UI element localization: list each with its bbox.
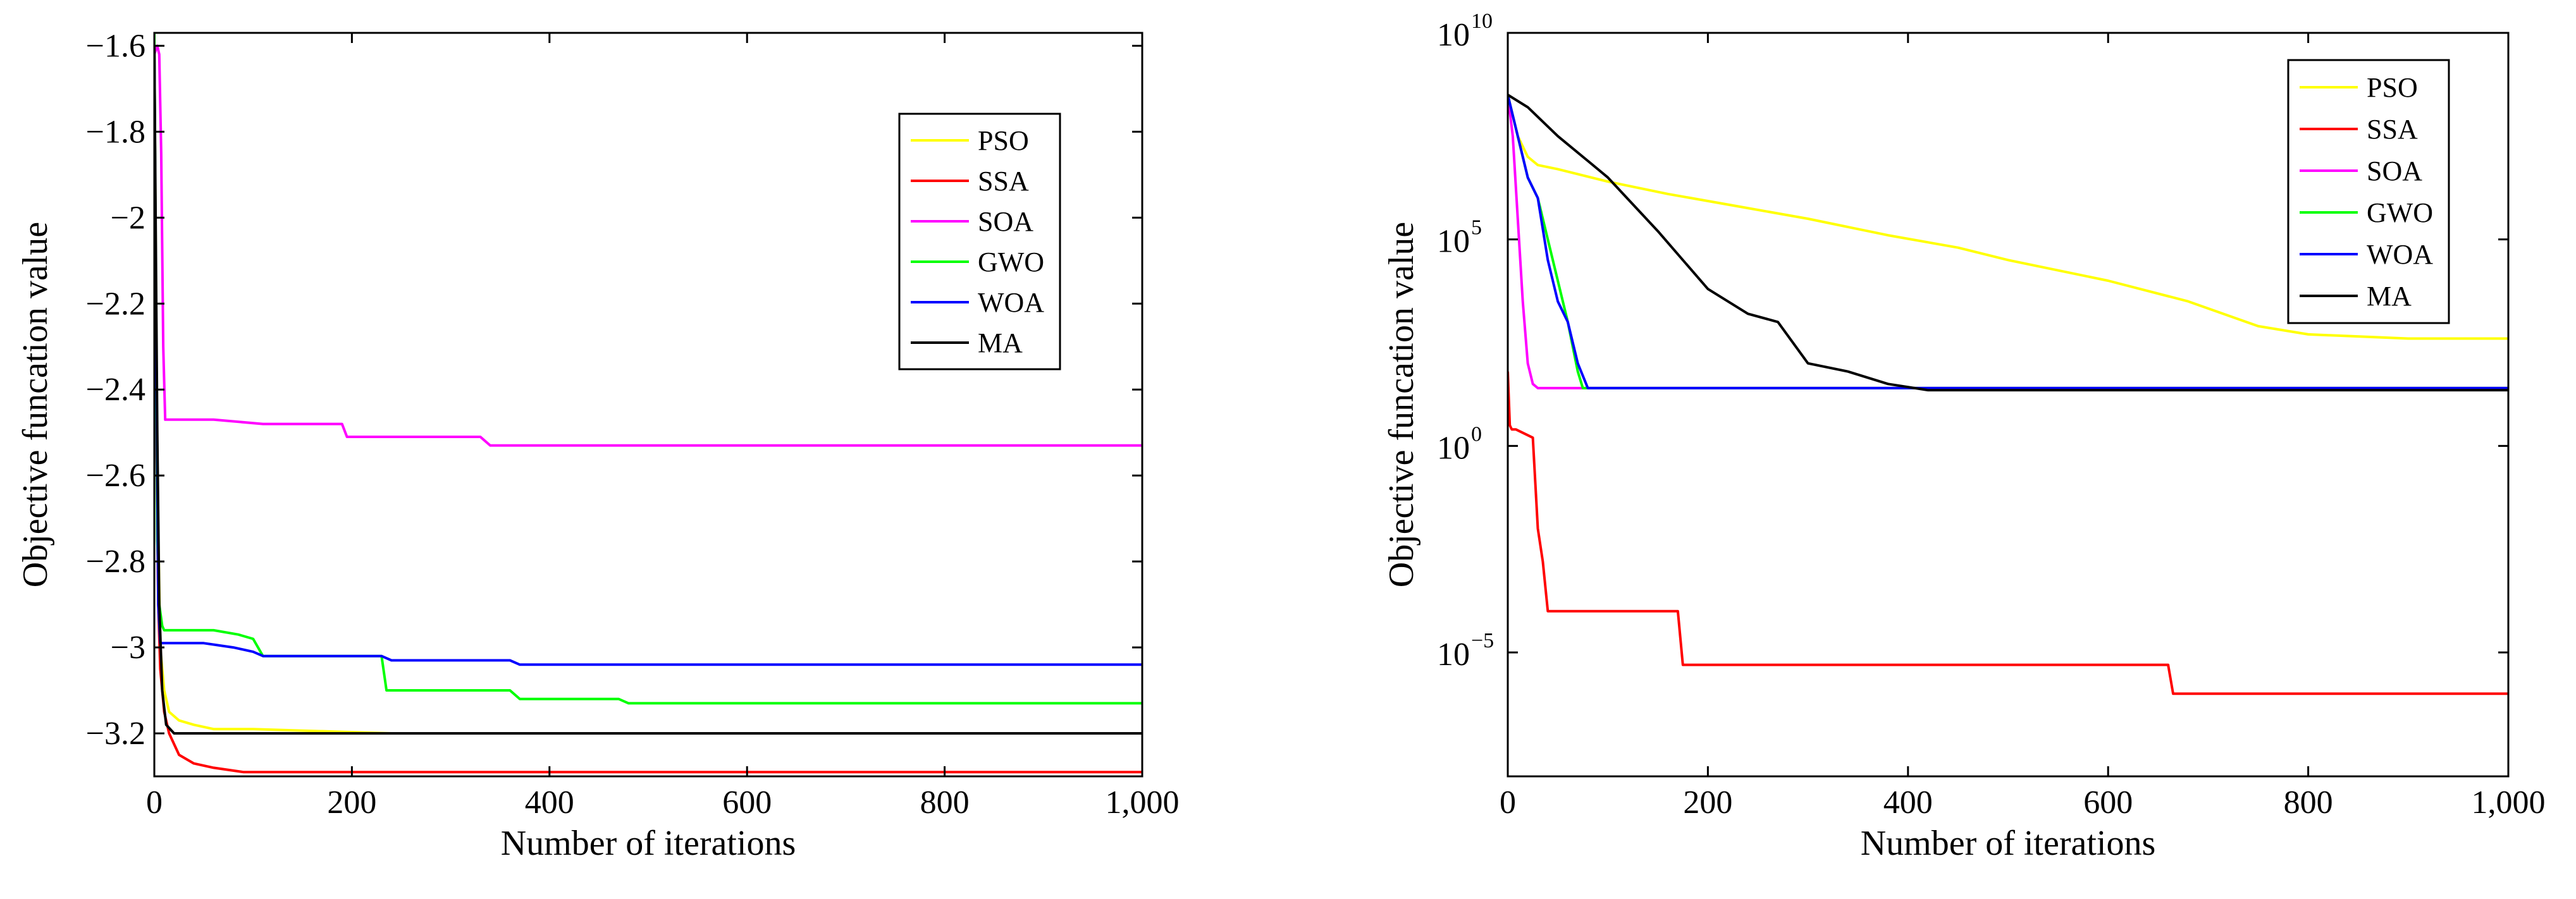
x-tick-label: 600 — [722, 785, 772, 821]
series-line-soa — [1508, 94, 2508, 389]
x-tick-label: 1,000 — [1106, 785, 1180, 821]
legend-label-ssa: SSA — [2367, 114, 2418, 145]
legend-label-gwo: GWO — [2367, 197, 2433, 228]
y-tick-exponent: 10 — [1471, 9, 1493, 33]
x-tick-label: 800 — [2284, 785, 2333, 821]
series-line-ssa — [1508, 371, 2508, 695]
legend-label-pso: PSO — [978, 125, 1029, 156]
plot-frame — [1507, 32, 2510, 778]
x-tick-label: 200 — [1683, 785, 1732, 821]
y-tick-label: −1.8 — [86, 114, 145, 150]
y-tick-exponent: −5 — [1471, 629, 1494, 652]
y-axis-label: Objective funcation value — [1382, 222, 1421, 587]
x-tick-label: 200 — [327, 785, 376, 821]
legend-label-ma: MA — [2367, 281, 2412, 312]
legend-box — [898, 113, 1061, 370]
y-tick-exponent: 0 — [1471, 422, 1482, 446]
x-tick-label: 400 — [525, 785, 574, 821]
legend-label-soa: SOA — [2367, 156, 2422, 187]
series-line-pso — [1508, 94, 2508, 340]
plot-frame — [153, 32, 1143, 778]
legend-label-woa: WOA — [978, 287, 1044, 318]
series-line-woa — [1508, 94, 2508, 389]
y-tick-label: −2.2 — [86, 286, 145, 322]
y-tick-label: 10 — [1437, 224, 1470, 260]
y-tick-label: −2.8 — [86, 544, 145, 580]
legend-label-pso: PSO — [2367, 72, 2418, 103]
x-tick-label: 800 — [920, 785, 970, 821]
chart-1: 0 200 400 600 800 1,000 −1.6 −1.8 −2 −2.2 −2.4 −2.6… — [16, 28, 1180, 863]
legend-label-ssa: SSA — [978, 166, 1029, 197]
y-tick-label: −3.2 — [86, 716, 145, 752]
x-tick-label: 600 — [2083, 785, 2133, 821]
x-tick-label: 1,000 — [2472, 785, 2546, 821]
y-axis-label: Objective funcation value — [16, 222, 55, 587]
x-axis-label: Number of iterations — [1861, 824, 2156, 863]
y-tick-exponent: 5 — [1471, 216, 1482, 240]
series-line-ma — [1508, 94, 2508, 392]
y-tick-label: −1.6 — [86, 28, 145, 64]
legend-label-ma: MA — [978, 327, 1023, 358]
y-tick-label: 10 — [1437, 430, 1470, 466]
legend-label-gwo: GWO — [978, 247, 1044, 278]
y-tick-label: 10 — [1437, 637, 1470, 673]
legend-label-soa: SOA — [978, 206, 1033, 237]
x-tick-label: 400 — [1883, 785, 1933, 821]
y-tick-label: −2 — [111, 200, 145, 236]
y-tick-label: 10 — [1437, 17, 1470, 53]
y-tick-label: −2.6 — [86, 458, 145, 494]
x-tick-label: 0 — [146, 785, 163, 821]
legend-box — [2287, 59, 2450, 324]
y-tick-label: −3 — [111, 630, 145, 666]
x-tick-label: 0 — [1500, 785, 1516, 821]
legend-label-woa: WOA — [2367, 239, 2433, 270]
series-line-soa — [154, 44, 1142, 447]
y-tick-label: −2.4 — [86, 372, 145, 408]
x-axis-label: Number of iterations — [501, 824, 796, 863]
series-group — [1508, 94, 2508, 695]
